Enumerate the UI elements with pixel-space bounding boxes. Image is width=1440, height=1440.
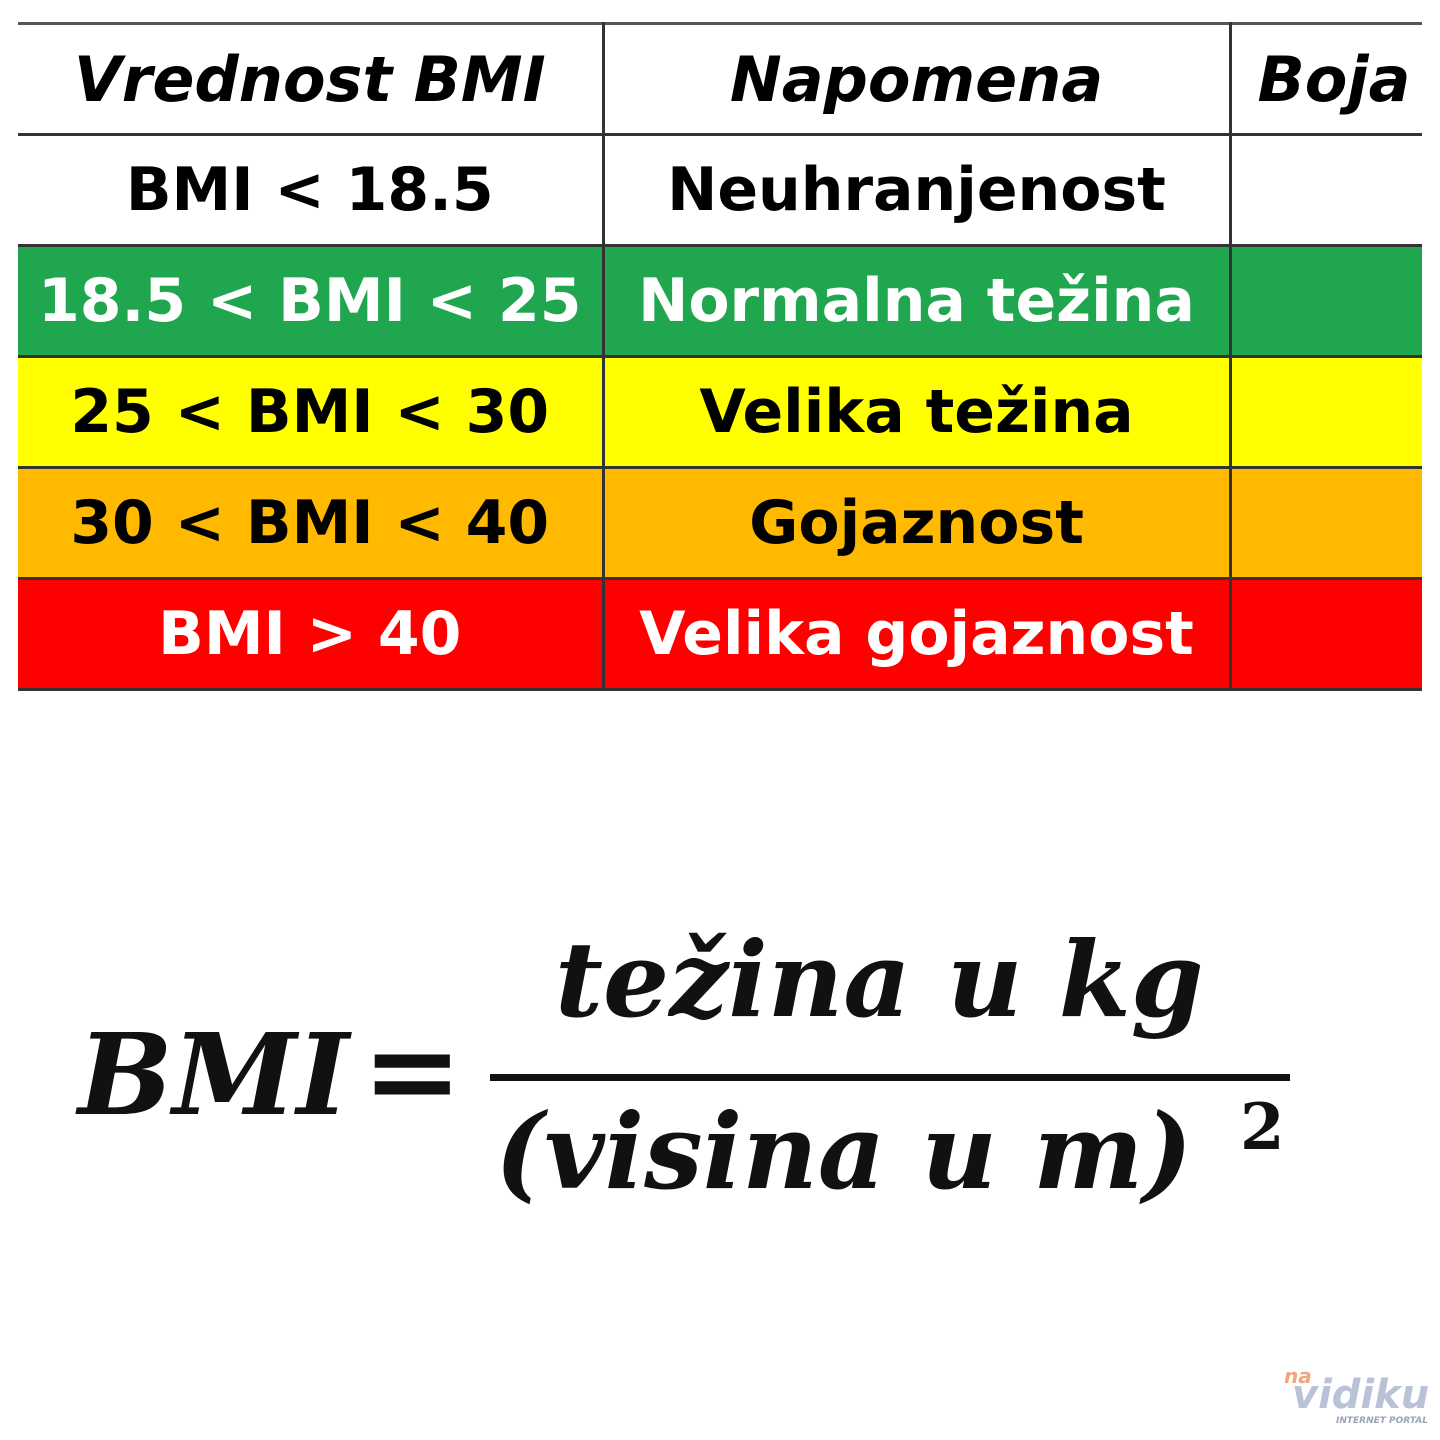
watermark-prefix: na — [1284, 1364, 1312, 1388]
fraction-bar — [490, 1074, 1290, 1081]
table-row: 18.5 < BMI < 25 Normalna težina — [18, 244, 1422, 358]
table-row: 25 < BMI < 30 Velika težina — [18, 355, 1422, 469]
table-cell: Gojaznost — [601, 466, 1232, 580]
bmi-table: Vrednost BMI Napomena Boja BMI < 18.5 Neu… — [18, 22, 1422, 691]
formula-numerator: težina u kg — [555, 918, 1204, 1041]
table-cell: Normalna težina — [601, 244, 1232, 358]
table-cell: 18.5 < BMI < 25 — [18, 244, 605, 358]
watermark-tagline: INTERNET PORTAL — [1336, 1416, 1428, 1426]
table-row: BMI > 40 Velika gojaznost — [18, 577, 1422, 691]
formula-left: BMI — [78, 1010, 350, 1141]
color-swatch — [1228, 466, 1422, 580]
formula-exponent: 2 — [1240, 1090, 1285, 1165]
header-cell: Boja — [1228, 22, 1422, 136]
table-cell: Velika težina — [601, 355, 1232, 469]
color-swatch — [1228, 244, 1422, 358]
table-row: BMI < 18.5 Neuhranjenost — [18, 133, 1422, 247]
color-swatch — [1228, 355, 1422, 469]
watermark-name: vidiku — [1292, 1372, 1430, 1418]
table-cell: 25 < BMI < 30 — [18, 355, 605, 469]
table-cell: Velika gojaznost — [601, 577, 1232, 691]
color-swatch — [1228, 577, 1422, 691]
formula-denominator: (visina u m) — [495, 1090, 1193, 1213]
table-cell: BMI > 40 — [18, 577, 605, 691]
table-row: 30 < BMI < 40 Gojaznost — [18, 466, 1422, 580]
color-swatch — [1228, 133, 1422, 247]
formula-equals: = — [362, 1000, 463, 1141]
header-cell: Vrednost BMI — [18, 22, 605, 136]
table-cell: 30 < BMI < 40 — [18, 466, 605, 580]
header-cell: Napomena — [601, 22, 1232, 136]
table-cell: Neuhranjenost — [601, 133, 1232, 247]
header-row: Vrednost BMI Napomena Boja — [18, 22, 1422, 136]
table-cell: BMI < 18.5 — [18, 133, 605, 247]
